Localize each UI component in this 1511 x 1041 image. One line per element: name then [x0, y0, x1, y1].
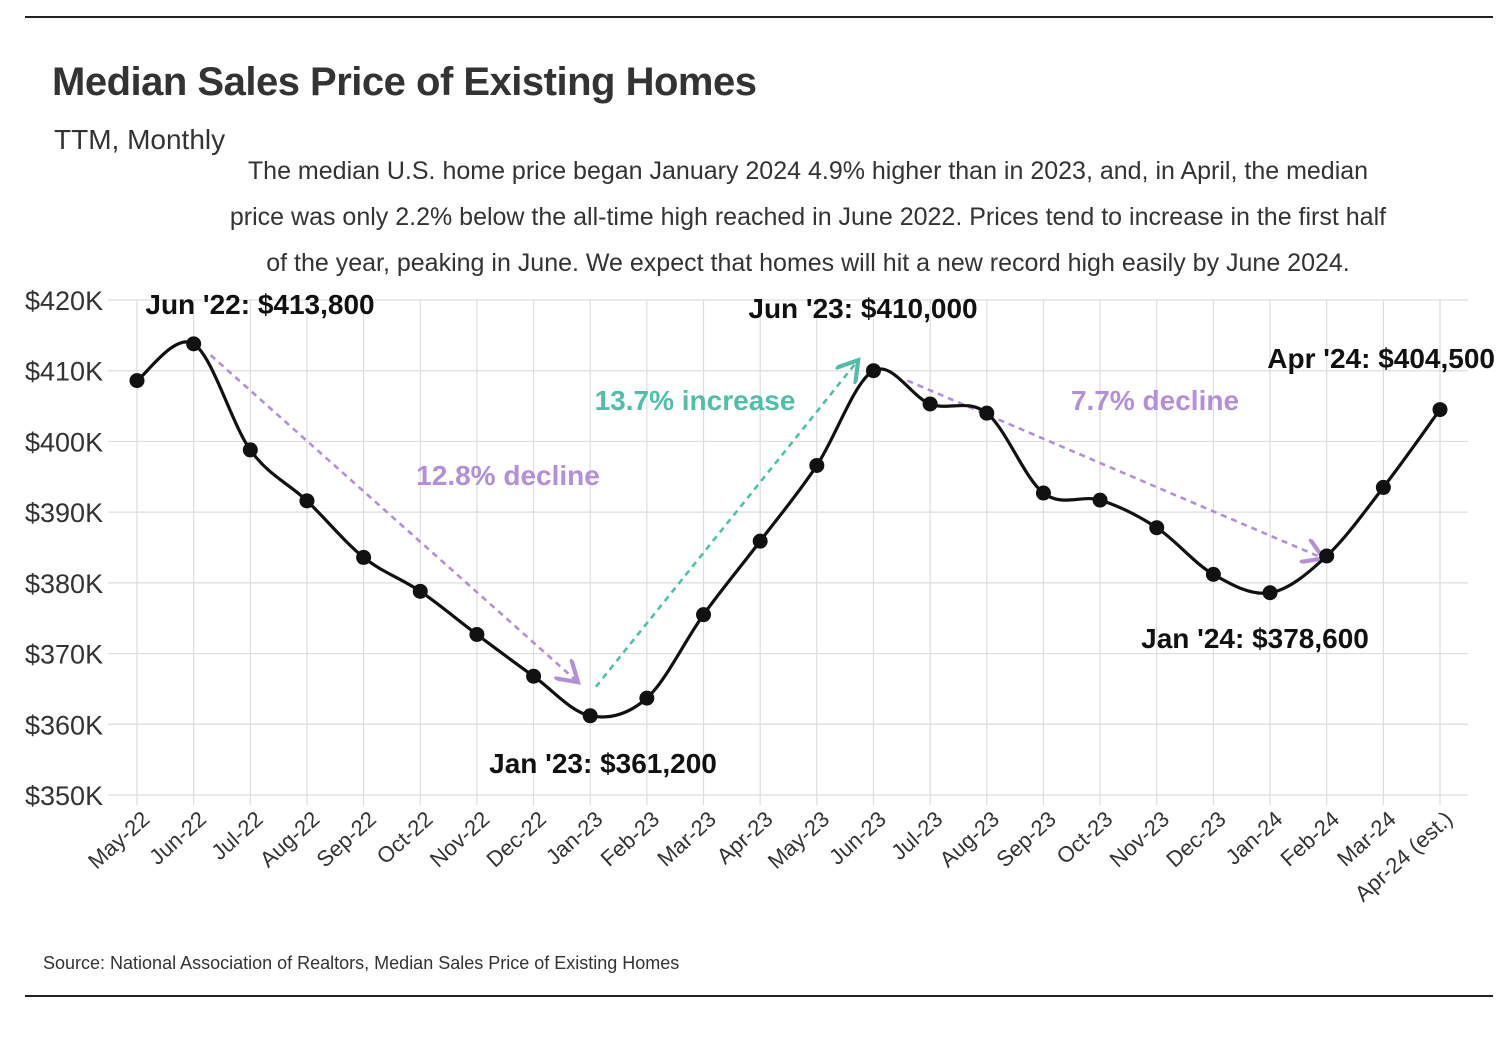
data-point [696, 607, 712, 623]
trend-arrows: 12.8% decline 13.7% increase 7.7% decline [209, 354, 1321, 688]
data-point [412, 583, 428, 599]
x-tick-label: Nov-22 [425, 806, 494, 872]
y-tick-label: $360K [25, 710, 103, 740]
data-point [582, 708, 598, 724]
x-tick-label: Oct-23 [1052, 806, 1118, 869]
x-tick-label: May-22 [83, 806, 154, 874]
callout-label: Jun '23: $410,000 [748, 293, 977, 324]
trend-arrow-decline [906, 379, 1321, 558]
chart-title: Median Sales Price of Existing Homes [52, 60, 757, 104]
data-point [809, 457, 825, 473]
callout-label: Jan '23: $361,200 [489, 748, 717, 779]
callout-label: Apr '24: $404,500 [1267, 343, 1495, 374]
trend-label: 12.8% decline [416, 460, 600, 491]
data-point [1319, 548, 1335, 564]
bottom-rule [25, 995, 1493, 997]
data-point [865, 363, 881, 379]
x-axis: May-22Jun-22Jul-22Aug-22Sep-22Oct-22Nov-… [83, 806, 1457, 906]
x-tick-label: Mar-23 [652, 806, 721, 871]
y-tick-label: $420K [25, 286, 103, 316]
data-point [922, 396, 938, 412]
chart-subtitle: TTM, Monthly [54, 124, 226, 155]
x-tick-label: Aug-22 [255, 806, 324, 872]
y-axis: $350K $360K $370K $380K $390K $400K $410K $420K [25, 286, 103, 811]
y-tick-label: $410K [25, 357, 103, 387]
data-point [1205, 566, 1221, 582]
data-point [356, 549, 372, 565]
x-tick-label: Jan-23 [541, 806, 608, 870]
y-tick-label: $350K [25, 781, 103, 811]
data-point [752, 533, 768, 549]
series [129, 336, 1448, 724]
callouts: Jun '22: $413,800 Jan '23: $361,200 Jun '2… [145, 289, 1495, 779]
x-tick-label: Feb-23 [596, 806, 665, 871]
trend-label: 13.7% increase [595, 385, 796, 416]
x-tick-label: Jan-24 [1221, 806, 1288, 870]
y-tick-label: $370K [25, 640, 103, 670]
data-point [299, 493, 315, 509]
data-point [1375, 479, 1391, 495]
source-note: Source: National Association of Realtors… [43, 953, 680, 973]
x-tick-label: Sep-23 [991, 806, 1060, 872]
callout-label: Jan '24: $378,600 [1141, 623, 1369, 654]
x-tick-label: Dec-22 [481, 806, 550, 872]
y-tick-label: $390K [25, 498, 103, 528]
x-tick-label: Jun-23 [824, 806, 891, 870]
data-point [1035, 485, 1051, 501]
data-point [639, 690, 655, 706]
x-tick-label: Nov-23 [1105, 806, 1174, 872]
x-tick-label: May-23 [763, 806, 834, 874]
data-point [469, 626, 485, 642]
callout-label: Jun '22: $413,800 [145, 289, 374, 320]
data-point [1262, 585, 1278, 601]
grid [108, 299, 1468, 805]
data-point [1092, 492, 1108, 508]
data-point [129, 373, 145, 389]
top-rule [25, 16, 1493, 18]
data-point [186, 336, 202, 352]
y-tick-label: $380K [25, 569, 103, 599]
x-tick-label: Aug-23 [935, 806, 1004, 872]
x-tick-label: Sep-22 [311, 806, 380, 872]
data-point [979, 405, 995, 421]
trend-arrow-increase [594, 362, 857, 688]
x-tick-label: Jun-22 [144, 806, 211, 870]
x-tick-label: Feb-24 [1276, 806, 1345, 871]
x-tick-label: Oct-22 [372, 806, 438, 869]
chart-description: The median U.S. home price began January… [229, 157, 1387, 277]
trend-arrow-decline [209, 354, 576, 680]
data-point [242, 442, 258, 458]
data-point [526, 668, 542, 684]
data-point [1149, 520, 1165, 536]
data-point [1432, 402, 1448, 418]
x-tick-label: Dec-23 [1161, 806, 1230, 872]
trend-label: 7.7% decline [1071, 385, 1239, 416]
y-tick-label: $400K [25, 427, 103, 457]
